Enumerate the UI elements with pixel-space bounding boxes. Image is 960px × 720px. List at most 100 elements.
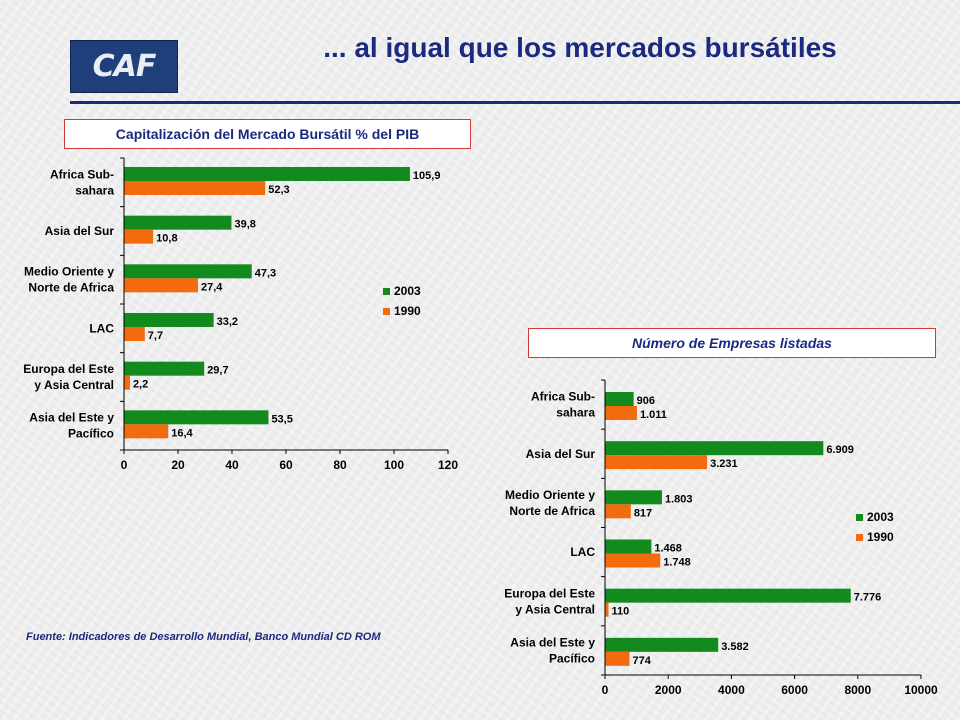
bar-1990 xyxy=(605,602,609,617)
x-tick-label: 100 xyxy=(384,458,404,472)
bar-1990 xyxy=(605,455,708,470)
bar-2003 xyxy=(605,490,662,505)
legend-label-1990: 1990 xyxy=(394,304,421,318)
page-title: ... al igual que los mercados bursátiles xyxy=(323,32,837,63)
bar-2003 xyxy=(605,539,652,554)
legend-label-2003: 2003 xyxy=(394,284,421,298)
x-tick-label: 2000 xyxy=(655,683,682,697)
x-tick-label: 10000 xyxy=(904,683,938,697)
category-label-line: Medio Oriente y xyxy=(24,265,114,279)
category-label: Europa del Este y Asia Central xyxy=(23,362,114,392)
x-tick-label: 6000 xyxy=(781,683,808,697)
bar-2003 xyxy=(124,264,252,279)
data-label-2003: 39,8 xyxy=(234,219,255,231)
bar-2003 xyxy=(124,313,214,327)
bar-1990 xyxy=(124,181,266,195)
x-tick-label: 40 xyxy=(225,458,239,472)
category-label-line: Pacífico xyxy=(549,651,595,665)
data-label-2003: 1.803 xyxy=(665,493,693,505)
category-label: Medio Oriente y Norte de Africa xyxy=(24,265,114,295)
category-label: Medio Oriente y Norte de Africa xyxy=(505,488,595,518)
x-tick-label: 80 xyxy=(333,458,347,472)
data-label-1990: 52,3 xyxy=(268,184,289,196)
bar-2003 xyxy=(124,215,232,230)
data-label-2003: 1.468 xyxy=(654,543,682,555)
data-label-2003: 29,7 xyxy=(207,365,228,377)
category-label-line: sahara xyxy=(556,406,595,420)
data-label-1990: 774 xyxy=(632,655,651,667)
category-label-line: Africa Sub- xyxy=(50,167,114,181)
bar-2003 xyxy=(605,588,851,603)
data-label-2003: 3.582 xyxy=(721,641,749,653)
x-tick-label: 60 xyxy=(279,458,293,472)
category-label: LAC xyxy=(570,545,595,559)
legend-swatch-1990 xyxy=(856,534,863,541)
category-label-line: y Asia Central xyxy=(515,602,595,616)
chart-market-cap: Africa Sub-sahara 105,9 52,3 Asia del Sur 39… xyxy=(23,157,458,472)
bar-2003 xyxy=(124,167,410,181)
category-label: Asia del Sur xyxy=(45,224,115,238)
category-label: Europa del Este y Asia Central xyxy=(504,586,595,616)
legend-label-1990: 1990 xyxy=(867,530,894,544)
x-tick-label: 20 xyxy=(171,458,185,472)
data-label-1990: 2,2 xyxy=(133,379,148,391)
chart-title-listed-companies: Número de Empresas listadas xyxy=(528,328,936,358)
category-label-line: Europa del Este xyxy=(504,586,595,600)
data-label-1990: 27,4 xyxy=(201,281,223,293)
bar-1990 xyxy=(124,375,130,390)
data-label-2003: 53,5 xyxy=(271,413,292,425)
x-tick-label: 0 xyxy=(602,683,609,697)
source-note: Fuente: Indicadores de Desarrollo Mundia… xyxy=(26,631,381,643)
category-label-line: Africa Sub- xyxy=(531,390,595,404)
x-tick-label: 8000 xyxy=(844,683,871,697)
category-label-line: Asia del Este y xyxy=(29,411,114,425)
legend-swatch-1990 xyxy=(383,308,390,315)
category-label-line: Medio Oriente y xyxy=(505,488,595,502)
data-label-1990: 10,8 xyxy=(156,233,177,245)
data-label-2003: 105,9 xyxy=(413,170,441,182)
data-label-1990: 3.231 xyxy=(710,458,738,470)
category-label-line: Europa del Este xyxy=(23,362,114,376)
data-label-1990: 817 xyxy=(634,507,652,519)
data-label-2003: 6.909 xyxy=(826,444,854,456)
category-label-line: Pacífico xyxy=(68,427,114,441)
category-label: Africa Sub-sahara xyxy=(531,390,595,420)
bar-2003 xyxy=(124,361,205,376)
data-label-1990: 7,7 xyxy=(148,330,163,342)
category-label: Africa Sub-sahara xyxy=(50,167,114,197)
data-label-2003: 906 xyxy=(637,395,655,407)
category-label-line: LAC xyxy=(89,321,114,335)
category-label: Asia del Este y Pacífico xyxy=(29,411,114,441)
category-label-line: LAC xyxy=(570,545,595,559)
bar-1990 xyxy=(605,651,630,666)
data-label-1990: 1.011 xyxy=(640,409,667,421)
chart-title-market-cap: Capitalización del Mercado Bursátil % de… xyxy=(64,119,471,149)
data-label-1990: 1.748 xyxy=(663,557,691,569)
bar-1990 xyxy=(124,229,154,244)
logo-text: CAF xyxy=(92,49,157,84)
bar-2003 xyxy=(605,441,824,456)
category-label-line: Asia del Sur xyxy=(45,224,115,238)
data-label-2003: 7.776 xyxy=(854,592,882,604)
category-label: Asia del Este y Pacífico xyxy=(510,635,595,665)
bar-2003 xyxy=(124,410,269,425)
data-label-1990: 110 xyxy=(611,606,629,618)
bar-1990 xyxy=(605,504,631,519)
data-label-2003: 47,3 xyxy=(255,267,276,279)
legend-swatch-2003 xyxy=(383,288,390,295)
legend-label-2003: 2003 xyxy=(867,510,894,524)
chart-listed-companies: Africa Sub-sahara 906 1.011 Asia del Sur 6.9… xyxy=(504,379,938,697)
x-tick-label: 4000 xyxy=(718,683,745,697)
data-label-2003: 33,2 xyxy=(217,316,238,328)
category-label-line: y Asia Central xyxy=(34,378,114,392)
category-label-line: Asia del Este y xyxy=(510,635,595,649)
bar-2003 xyxy=(605,392,634,406)
bar-1990 xyxy=(124,278,198,293)
category-label-line: Norte de Africa xyxy=(28,281,114,295)
category-label: Asia del Sur xyxy=(526,447,596,461)
data-label-1990: 16,4 xyxy=(171,427,193,439)
category-label-line: sahara xyxy=(75,183,114,197)
category-label: LAC xyxy=(89,321,114,335)
bar-1990 xyxy=(605,553,661,568)
legend-swatch-2003 xyxy=(856,514,863,521)
